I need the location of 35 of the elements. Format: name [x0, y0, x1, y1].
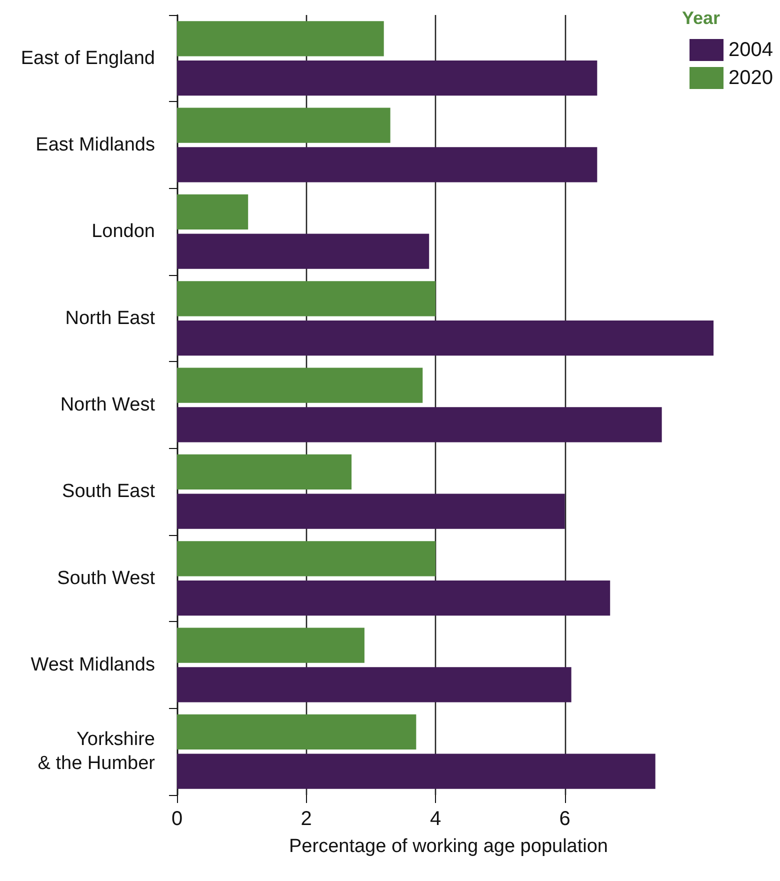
bar: [177, 108, 390, 143]
x-tick-label: 4: [430, 808, 442, 830]
bar: [177, 580, 610, 616]
x-tick-label: 6: [559, 808, 570, 830]
bar: [177, 494, 565, 529]
legend-label: 2020: [728, 67, 774, 89]
y-tick-label: East of England: [20, 48, 155, 69]
y-tick-label: East Midlands: [36, 134, 155, 156]
y-tick-label: North East: [65, 308, 156, 329]
bar: [177, 407, 662, 442]
legend-title: Year: [682, 8, 720, 28]
bar: [177, 320, 714, 356]
bar: [177, 667, 572, 702]
y-tick-label: South East: [62, 481, 156, 502]
bar: [177, 281, 436, 316]
bar: [177, 147, 598, 182]
bar: [177, 194, 248, 230]
bar: [177, 628, 364, 663]
y-tick-label: London: [92, 221, 155, 242]
y-tick-label: South West: [57, 568, 156, 589]
y-tick-label: West Midlands: [30, 654, 155, 676]
x-tick-label: 2: [300, 808, 312, 830]
bar: [177, 234, 430, 269]
x-tick-label: 0: [171, 808, 183, 830]
x-axis-title: Percentage of working age population: [288, 836, 608, 857]
bar: [177, 714, 416, 750]
legend-label: 2004: [728, 39, 774, 61]
y-tick-label: North West: [60, 394, 156, 416]
bar: [177, 754, 656, 789]
bar: [177, 60, 598, 96]
bar: [177, 454, 352, 490]
bar: [177, 368, 423, 403]
bar: [177, 21, 384, 56]
y-tick-label: Yorkshire & the Humber: [38, 729, 156, 774]
bar: [177, 541, 436, 576]
